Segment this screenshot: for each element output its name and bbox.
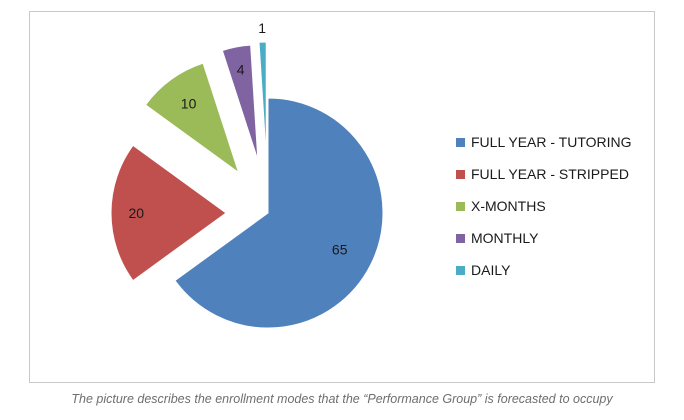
figure-caption: The picture describes the enrollment mod… (71, 392, 613, 406)
data-label-daily: 1 (258, 20, 266, 36)
data-label-full-year-tutoring: 65 (332, 242, 348, 258)
slice-full-year-tutoring (174, 97, 384, 329)
data-label-x-months: 10 (181, 96, 197, 112)
data-label-full-year-stripped: 20 (129, 205, 145, 221)
legend-swatch (456, 201, 465, 211)
legend-item-full-year-stripped: FULL YEAR - STRIPPED (456, 158, 632, 190)
legend-label: X-MONTHS (471, 198, 546, 214)
slice-x-months (144, 62, 240, 174)
legend-item-full-year-tutoring: FULL YEAR - TUTORING (456, 126, 632, 158)
legend-swatch (456, 233, 465, 243)
legend-swatch (456, 137, 465, 147)
chart-legend: FULL YEAR - TUTORING FULL YEAR - STRIPPE… (456, 126, 632, 286)
legend-item-monthly: MONTHLY (456, 222, 632, 254)
legend-item-daily: DAILY (456, 254, 632, 286)
legend-label: MONTHLY (471, 230, 539, 246)
legend-label: FULL YEAR - TUTORING (471, 134, 632, 150)
slice-full-year-stripped (110, 144, 227, 282)
data-label-monthly: 4 (237, 62, 245, 78)
legend-swatch (456, 169, 465, 179)
legend-item-x-months: X-MONTHS (456, 190, 632, 222)
legend-label: FULL YEAR - STRIPPED (471, 166, 629, 182)
slice-daily (258, 41, 267, 158)
slice-monthly (221, 44, 259, 161)
legend-swatch (456, 265, 465, 275)
legend-label: DAILY (471, 262, 511, 278)
